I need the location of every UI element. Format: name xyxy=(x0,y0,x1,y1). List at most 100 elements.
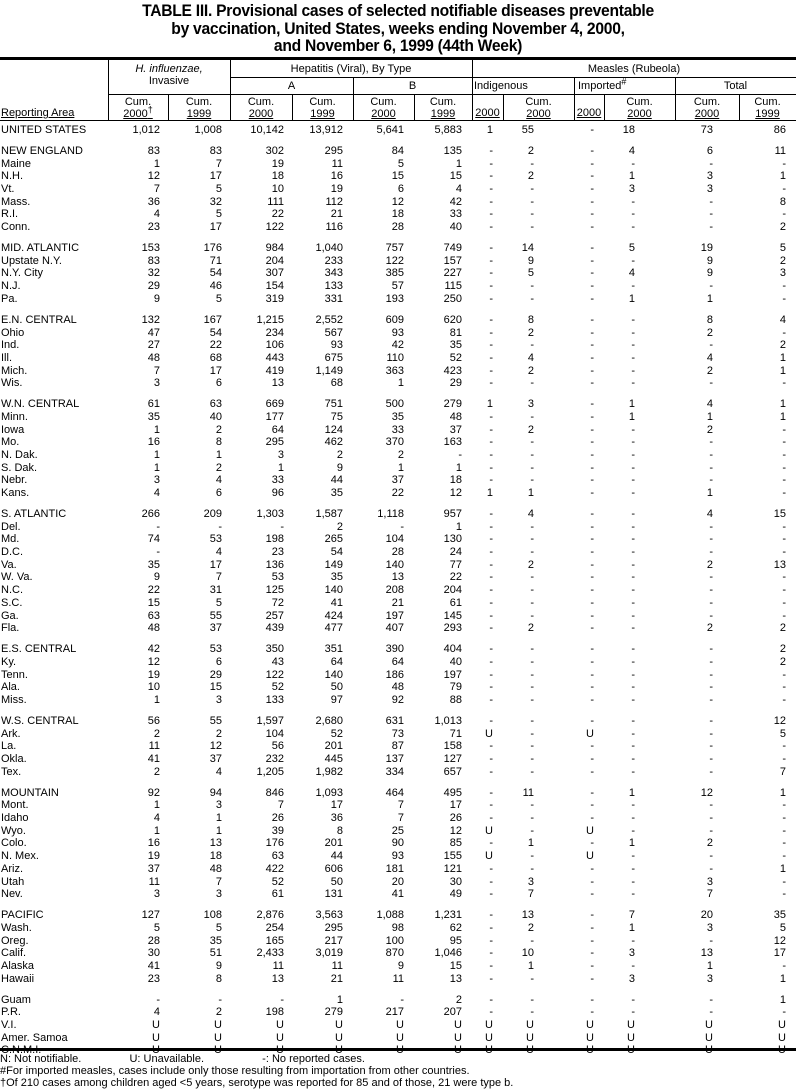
cell: 136 xyxy=(265,558,284,571)
table-row: Mich. 7 17 419 1,149 363 423 - 2 - - 2 1 xyxy=(0,365,796,378)
cell: 83 xyxy=(147,144,160,157)
cell: - xyxy=(709,850,713,863)
cell: - xyxy=(631,195,635,208)
title-line-1: TABLE III. Provisional cases of selected… xyxy=(142,1,654,20)
cell: 32 xyxy=(147,267,160,280)
cell: 167 xyxy=(203,313,222,326)
cell: 3,019 xyxy=(315,947,343,960)
cell: - xyxy=(530,157,534,170)
cell: 7 xyxy=(397,799,404,812)
cell: 41 xyxy=(391,888,404,901)
cell: - xyxy=(530,208,534,221)
cell: 464 xyxy=(385,786,404,799)
cell: 207 xyxy=(443,1006,462,1019)
cell: 13 xyxy=(271,972,284,985)
reporting-area: W. Va. xyxy=(1,571,33,584)
table-row: Conn. 23 17 122 116 28 40 - - - - - 2 xyxy=(0,221,796,234)
cell: 1 xyxy=(628,410,635,423)
cell: 57 xyxy=(391,280,404,293)
cell: - xyxy=(489,875,493,888)
table-row: P.R. 4 2 198 279 217 207 - - - - - - xyxy=(0,1006,796,1019)
cell: 8 xyxy=(527,313,534,326)
reporting-area: Nev. xyxy=(1,888,23,901)
cell: 62 xyxy=(449,921,462,934)
table-row: W.N. CENTRAL 61 63 669 751 500 279 1 3 - 1 4 1 xyxy=(0,398,796,411)
cell: 439 xyxy=(265,622,284,635)
cell: 15 xyxy=(773,508,786,521)
cell: 3 xyxy=(706,183,713,196)
cell: 3 xyxy=(706,921,713,934)
cell: 1 xyxy=(527,487,534,500)
reporting-area: Hawaii xyxy=(1,972,35,985)
cell: - xyxy=(530,183,534,196)
cell: - xyxy=(782,693,786,706)
cell: 17 xyxy=(330,799,343,812)
cell: 1 xyxy=(779,993,786,1006)
cell: 1 xyxy=(455,520,462,533)
cell: 5 xyxy=(628,242,635,255)
cell: - xyxy=(530,727,534,740)
cell: 351 xyxy=(324,643,343,656)
table-row: Idaho 4 1 26 36 7 26 - - - - - - xyxy=(0,812,796,825)
cell: 43 xyxy=(271,655,284,668)
cell: 22 xyxy=(147,584,160,597)
cell: - xyxy=(489,765,493,778)
table-row: UNITED STATES 1,012 1,008 10,142 13,912 5,641… xyxy=(0,124,796,137)
cell: U xyxy=(627,1018,635,1031)
cell: - xyxy=(590,959,594,972)
cell: 1 xyxy=(628,786,635,799)
reporting-area: Tenn. xyxy=(1,668,28,681)
table-row: S.C. 15 5 72 41 21 61 - - - - - - xyxy=(0,597,796,610)
cell: 4 xyxy=(779,313,786,326)
cell: 64 xyxy=(391,655,404,668)
cell: 8 xyxy=(215,972,222,985)
cell: 4 xyxy=(215,765,222,778)
cell: - xyxy=(709,765,713,778)
cell: 500 xyxy=(385,398,404,411)
cell: - xyxy=(530,436,534,449)
cell: 54 xyxy=(209,326,222,339)
reporting-area: Fla. xyxy=(1,622,20,635)
cell: 657 xyxy=(443,765,462,778)
reporting-area: Kans. xyxy=(1,487,30,500)
indigenous-header: Indigenous xyxy=(474,80,528,92)
cell: 26 xyxy=(449,812,462,825)
cell: 30 xyxy=(449,875,462,888)
cell: 47 xyxy=(147,326,160,339)
table-title: TABLE III. Provisional cases of selected… xyxy=(32,2,764,55)
cell: 295 xyxy=(265,436,284,449)
cell: 1 xyxy=(706,292,713,305)
cell: - xyxy=(631,339,635,352)
cell: 1 xyxy=(153,449,160,461)
cell: 40 xyxy=(449,221,462,234)
cell: 35 xyxy=(773,909,786,922)
cell: - xyxy=(489,934,493,947)
cell: - xyxy=(590,693,594,706)
title-line-3: and November 6, 1999 (44th Week) xyxy=(273,36,523,55)
cell: 25 xyxy=(391,824,404,837)
cell: 125 xyxy=(265,584,284,597)
cell: 1 xyxy=(397,377,404,390)
cell: - xyxy=(782,681,786,694)
cell: - xyxy=(489,208,493,221)
table-row: E.N. CENTRAL 132 167 1,215 2,552 609 620 - 8 - - 8 4 xyxy=(0,314,796,327)
cell: 5 xyxy=(779,921,786,934)
cell: 9 xyxy=(397,959,404,972)
cell: - xyxy=(631,157,635,170)
cell: 2 xyxy=(215,727,222,740)
cell: 1 xyxy=(486,487,493,500)
cell: 9 xyxy=(336,461,343,474)
cell: - xyxy=(489,622,493,635)
cell: 4 xyxy=(527,351,534,364)
cell: 12 xyxy=(391,195,404,208)
cell: - xyxy=(709,993,713,1006)
cell: 3 xyxy=(628,183,635,196)
cell: 8 xyxy=(779,195,786,208)
reporting-area: E.S. CENTRAL xyxy=(1,643,77,656)
cell: - xyxy=(631,533,635,546)
cell: 13 xyxy=(773,558,786,571)
cell: 49 xyxy=(449,888,462,901)
cell: - xyxy=(631,714,635,727)
subheader-col-5: Cum. 1999 xyxy=(429,96,457,120)
cell: 50 xyxy=(330,875,343,888)
